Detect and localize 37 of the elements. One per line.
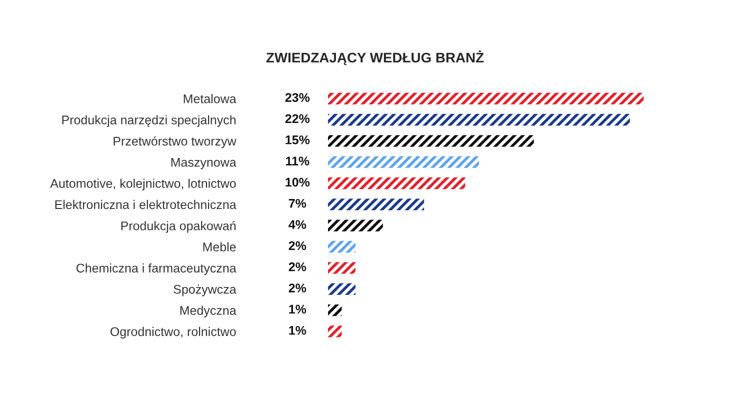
bar xyxy=(328,283,356,295)
y-tick-label: Ogrodnictwo, rolnictwo xyxy=(110,326,236,339)
data-label: 1% xyxy=(289,304,306,314)
y-tick-label: Spożywcza xyxy=(174,284,236,296)
bar xyxy=(328,262,356,274)
y-tick-label: Elektroniczna i elektrotechniczna xyxy=(55,200,236,210)
y-tick-label: Automotive, kolejnictwo, lotnictwo xyxy=(50,178,236,190)
y-tick-label: Maszynowa xyxy=(171,158,236,170)
bar xyxy=(328,156,479,168)
data-label: 23% xyxy=(285,93,310,102)
data-label: 2% xyxy=(288,241,306,250)
y-tick-label: Meble xyxy=(203,242,236,252)
y-tick-label: Metalowa xyxy=(184,94,236,104)
bar xyxy=(328,240,356,253)
bar xyxy=(328,92,644,104)
bar xyxy=(328,326,342,338)
y-tick-label: Produkcja narzędzi specjalnych xyxy=(62,115,236,127)
bar xyxy=(328,114,630,126)
data-label: 11% xyxy=(286,156,310,166)
bar xyxy=(328,135,534,147)
data-label: 4% xyxy=(288,220,306,229)
data-label: 1% xyxy=(289,326,306,335)
data-label: 15% xyxy=(286,135,310,144)
data-label: 7% xyxy=(288,198,306,208)
bar xyxy=(328,198,424,210)
bar xyxy=(328,304,342,316)
data-label: 2% xyxy=(288,262,306,272)
y-tick-label: Medyczna xyxy=(180,306,236,318)
data-label: 10% xyxy=(286,178,310,187)
bar xyxy=(328,220,383,232)
data-label: 2% xyxy=(288,284,306,292)
data-label: 22% xyxy=(285,114,310,124)
chart-title: ZWIEDZAJĄCY WEDŁUG BRANŻ xyxy=(266,50,484,66)
y-tick-label: Produkcja opakowań xyxy=(121,220,236,233)
y-tick-label: Chemiczna i farmaceutyczna xyxy=(76,263,236,276)
y-tick-label: Przetwórstwo tworzyw xyxy=(114,136,236,148)
bar xyxy=(328,177,466,190)
